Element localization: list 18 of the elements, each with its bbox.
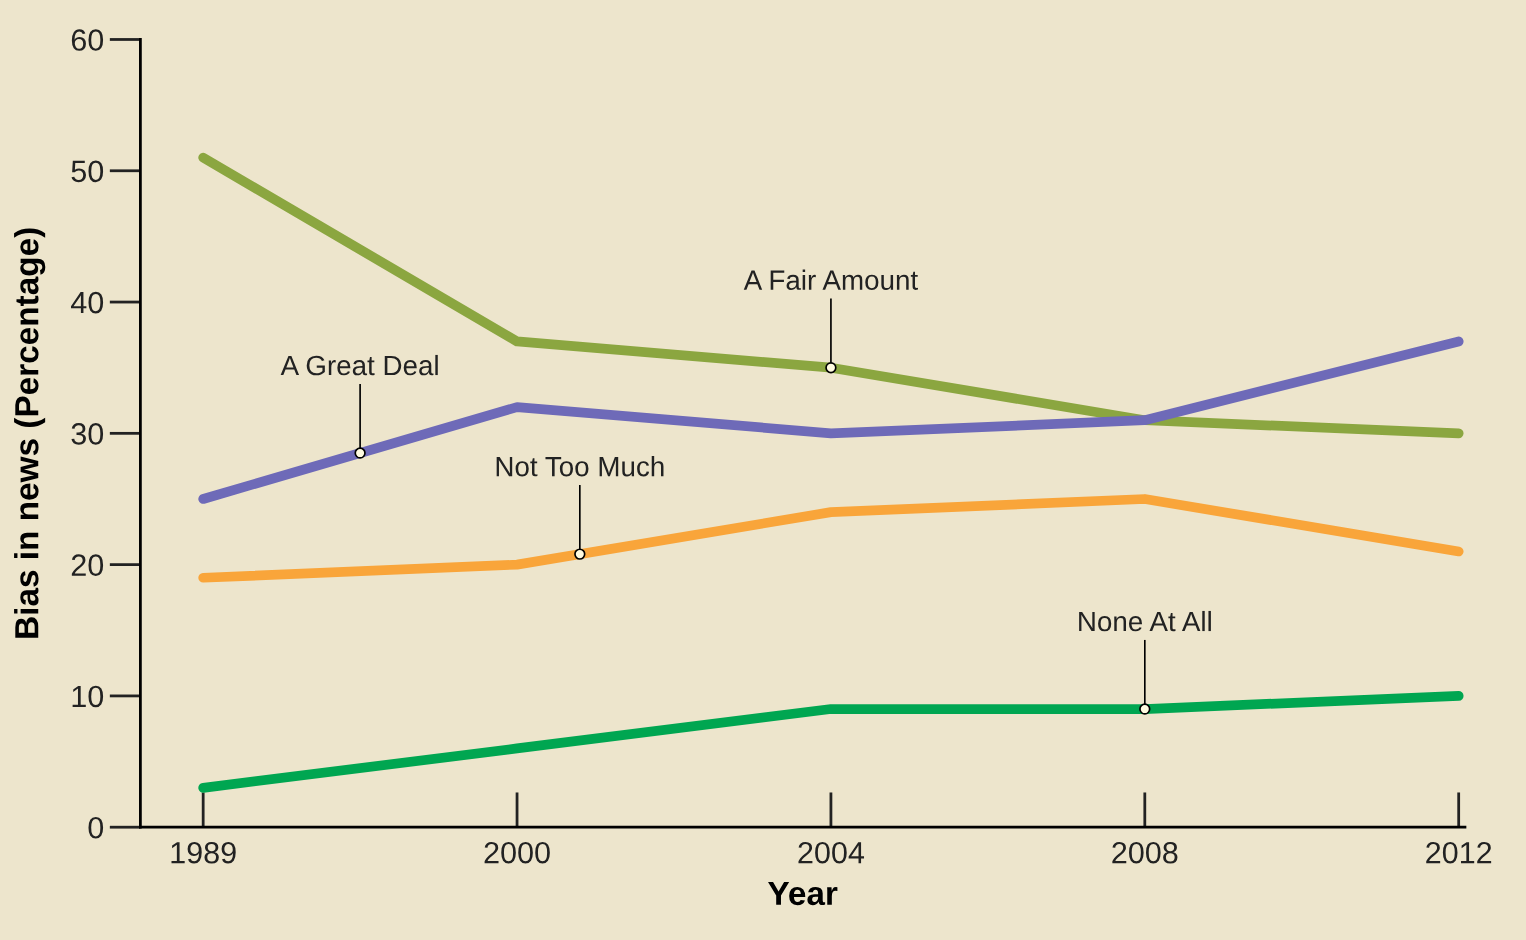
y-tick-label: 10 [72,685,104,708]
text: A Fair Amount [743,269,918,290]
x-tick-label: 1989 [171,841,236,864]
y-tick-label: 0 [88,816,104,839]
y-tick-label: 40 [71,291,104,314]
text: None At All [1079,610,1211,632]
text: Not Too Much [496,456,664,477]
y-tick-label: 50 [71,160,104,183]
x-axis-title: Year [768,881,838,906]
series-label: A Great Deal [280,354,438,376]
y-tick-label: 60 [71,29,104,51]
y-axis-title: Bias in news (Percentage) [14,228,46,638]
y-tick-label: 30 [71,423,104,445]
y-tick-label: 20 [71,554,104,576]
x-tick-label: 2004 [798,841,865,864]
x-tick-label: 2000 [484,841,550,864]
x-tick-label: 2012 [1426,841,1492,864]
x-tick-label: 2008 [1112,841,1178,864]
